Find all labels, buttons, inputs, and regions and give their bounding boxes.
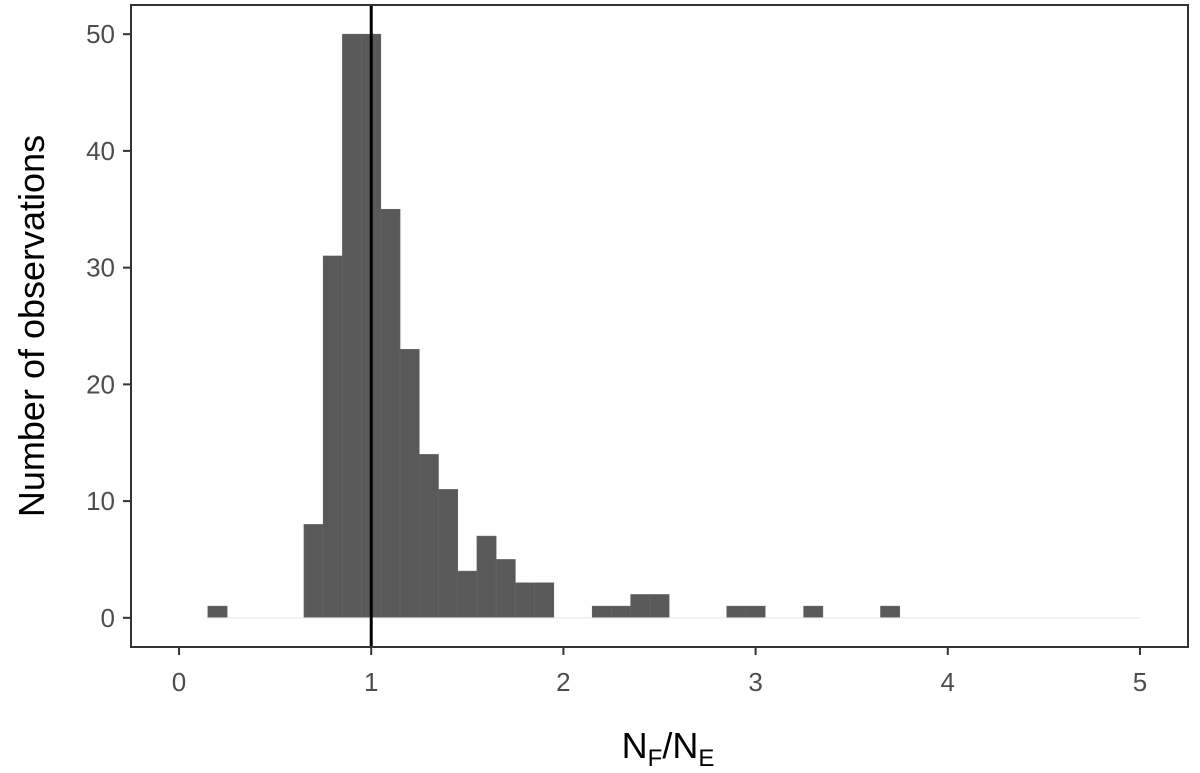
- histogram-bar: [380, 208, 401, 619]
- x-tick-label: 0: [172, 667, 186, 697]
- y-axis-title: Number of observations: [11, 135, 52, 517]
- y-axis: 0 10 20 30 40 50: [86, 19, 131, 633]
- histogram-bar: [630, 594, 651, 619]
- histogram-bar: [611, 605, 631, 619]
- y-tick-label: 30: [86, 253, 115, 283]
- histogram-bar: [880, 605, 901, 619]
- x-tick-label: 5: [1133, 667, 1147, 697]
- y-tick-label: 0: [101, 603, 115, 633]
- bars-group: [207, 33, 901, 619]
- histogram-bar: [342, 33, 362, 619]
- histogram-bar: [534, 582, 555, 619]
- x-tick-label: 1: [364, 667, 378, 697]
- histogram-bar: [495, 559, 516, 619]
- x-tick-label: 3: [748, 667, 762, 697]
- plot-frame: [130, 4, 1189, 648]
- x-axis: 0 1 2 3 4 5: [172, 647, 1147, 697]
- histogram-bar: [515, 582, 535, 619]
- histogram-bar: [438, 489, 459, 619]
- x-tick-label: 2: [556, 667, 570, 697]
- histogram-bar: [399, 349, 420, 619]
- x-axis-title: NF/NE: [622, 725, 715, 772]
- histogram-bar: [303, 524, 324, 619]
- histogram-bar: [476, 535, 497, 619]
- histogram-bar: [207, 605, 228, 619]
- histogram-bar: [322, 255, 343, 619]
- histogram-bar: [726, 605, 747, 619]
- histogram-bar: [803, 605, 824, 619]
- histogram-bar: [418, 454, 439, 619]
- histogram-bar: [591, 605, 612, 619]
- histogram-bar: [649, 594, 670, 619]
- y-tick-label: 10: [86, 486, 115, 516]
- y-tick-label: 40: [86, 136, 115, 166]
- x-tick-label: 4: [941, 667, 955, 697]
- y-tick-label: 20: [86, 369, 115, 399]
- histogram-bar: [745, 605, 766, 619]
- y-tick-label: 50: [86, 19, 115, 49]
- histogram-bar: [457, 570, 478, 619]
